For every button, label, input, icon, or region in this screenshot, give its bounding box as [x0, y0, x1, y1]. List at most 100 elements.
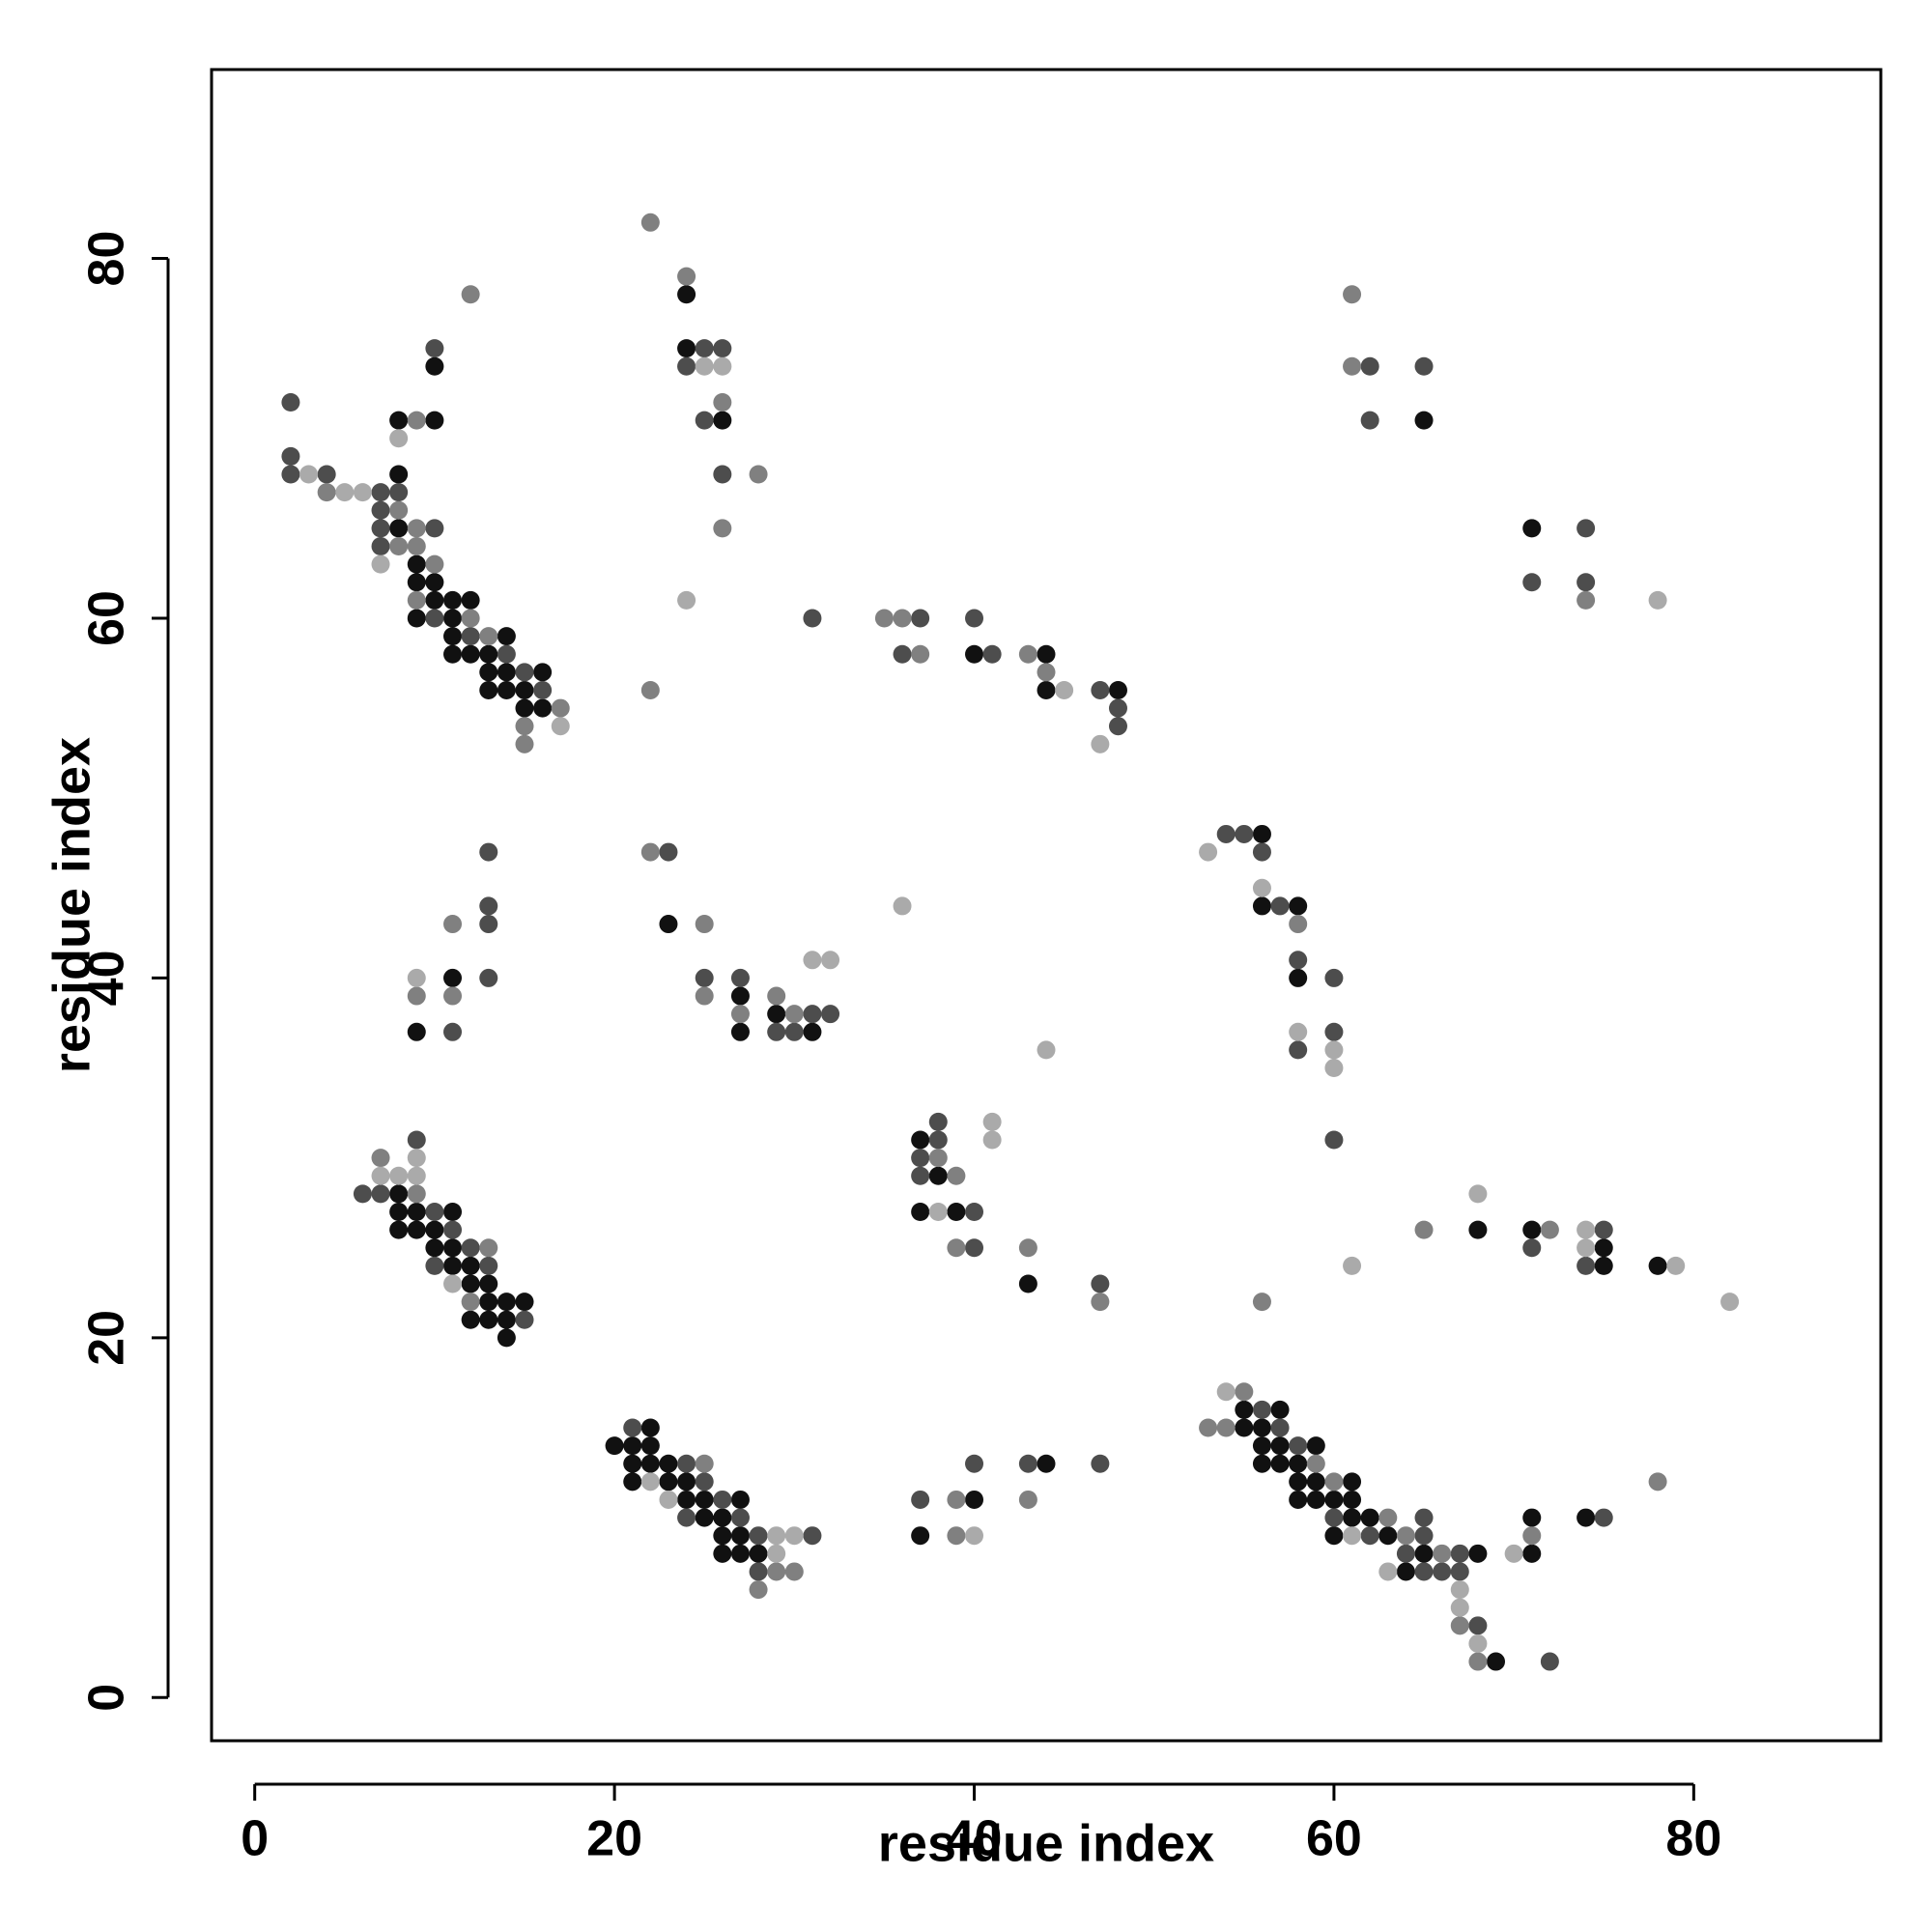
point	[479, 644, 498, 664]
point	[1360, 411, 1379, 430]
point	[1396, 1562, 1415, 1581]
point	[1289, 1454, 1308, 1473]
point	[730, 1508, 750, 1527]
point	[1450, 1544, 1469, 1563]
point	[515, 734, 534, 753]
point	[1252, 1436, 1271, 1456]
point	[479, 627, 498, 646]
point	[1289, 1472, 1308, 1492]
point	[677, 285, 696, 304]
point	[659, 1472, 678, 1492]
point	[677, 1472, 696, 1492]
point	[371, 483, 390, 502]
point	[695, 968, 714, 987]
point	[1396, 1544, 1415, 1563]
point	[821, 951, 840, 970]
point	[407, 1022, 426, 1041]
point	[695, 915, 714, 934]
point	[1324, 1472, 1344, 1492]
point	[1216, 1418, 1236, 1437]
point	[784, 1526, 804, 1546]
point	[1414, 1220, 1434, 1239]
point	[695, 1490, 714, 1509]
point	[1289, 915, 1308, 934]
point	[1289, 951, 1308, 970]
point	[803, 1022, 822, 1041]
point	[713, 1490, 732, 1509]
point	[1504, 1544, 1523, 1563]
point	[443, 609, 463, 628]
point	[1306, 1454, 1325, 1473]
point	[1648, 1256, 1667, 1275]
point	[1324, 1526, 1344, 1546]
point	[1522, 1544, 1542, 1563]
point	[389, 411, 409, 430]
point	[425, 411, 444, 430]
point	[1378, 1526, 1398, 1546]
point	[443, 590, 463, 610]
y-tick-label: 20	[79, 1310, 135, 1366]
point	[965, 1490, 984, 1509]
point	[713, 356, 732, 376]
point	[1648, 590, 1667, 610]
point	[479, 1274, 498, 1293]
point	[1433, 1544, 1452, 1563]
point	[1468, 1544, 1488, 1563]
y-axis-title: residue index	[43, 737, 100, 1073]
point	[1252, 842, 1271, 862]
point	[407, 519, 426, 538]
point	[533, 680, 553, 699]
point	[1468, 1652, 1488, 1671]
point	[461, 590, 480, 610]
point	[389, 1166, 409, 1185]
point	[1666, 1256, 1686, 1275]
point	[371, 536, 390, 555]
point	[497, 1328, 516, 1348]
point	[389, 1203, 409, 1222]
point	[497, 1293, 516, 1312]
point	[443, 968, 463, 987]
point	[425, 519, 444, 538]
point	[928, 1112, 948, 1131]
point	[407, 968, 426, 987]
point	[407, 1203, 426, 1222]
point	[533, 663, 553, 682]
point	[389, 483, 409, 502]
point	[407, 1184, 426, 1204]
y-tick-label: 40	[79, 950, 135, 1006]
point	[389, 500, 409, 520]
point	[893, 644, 912, 664]
x-tick-label: 40	[947, 1811, 1003, 1867]
point	[1324, 1022, 1344, 1041]
point	[677, 356, 696, 376]
point	[1414, 411, 1434, 430]
point	[479, 663, 498, 682]
point	[1594, 1256, 1613, 1275]
point	[515, 680, 534, 699]
point	[1270, 896, 1290, 916]
point	[461, 1310, 480, 1329]
point	[1037, 644, 1056, 664]
point	[1577, 1256, 1596, 1275]
point	[713, 339, 732, 358]
point	[659, 842, 678, 862]
point	[911, 1130, 930, 1150]
point	[874, 609, 894, 628]
point	[317, 465, 336, 484]
point	[1324, 1059, 1344, 1078]
point	[1216, 1382, 1236, 1402]
point	[1091, 680, 1110, 699]
point	[479, 680, 498, 699]
point	[1252, 896, 1271, 916]
point	[1252, 1418, 1271, 1437]
point	[767, 1005, 786, 1024]
point	[1091, 1293, 1110, 1312]
point	[749, 1580, 768, 1600]
point	[640, 1418, 660, 1437]
point	[1343, 1472, 1362, 1492]
point	[982, 1130, 1002, 1150]
point	[407, 1130, 426, 1150]
point	[1343, 1526, 1362, 1546]
point	[461, 285, 480, 304]
